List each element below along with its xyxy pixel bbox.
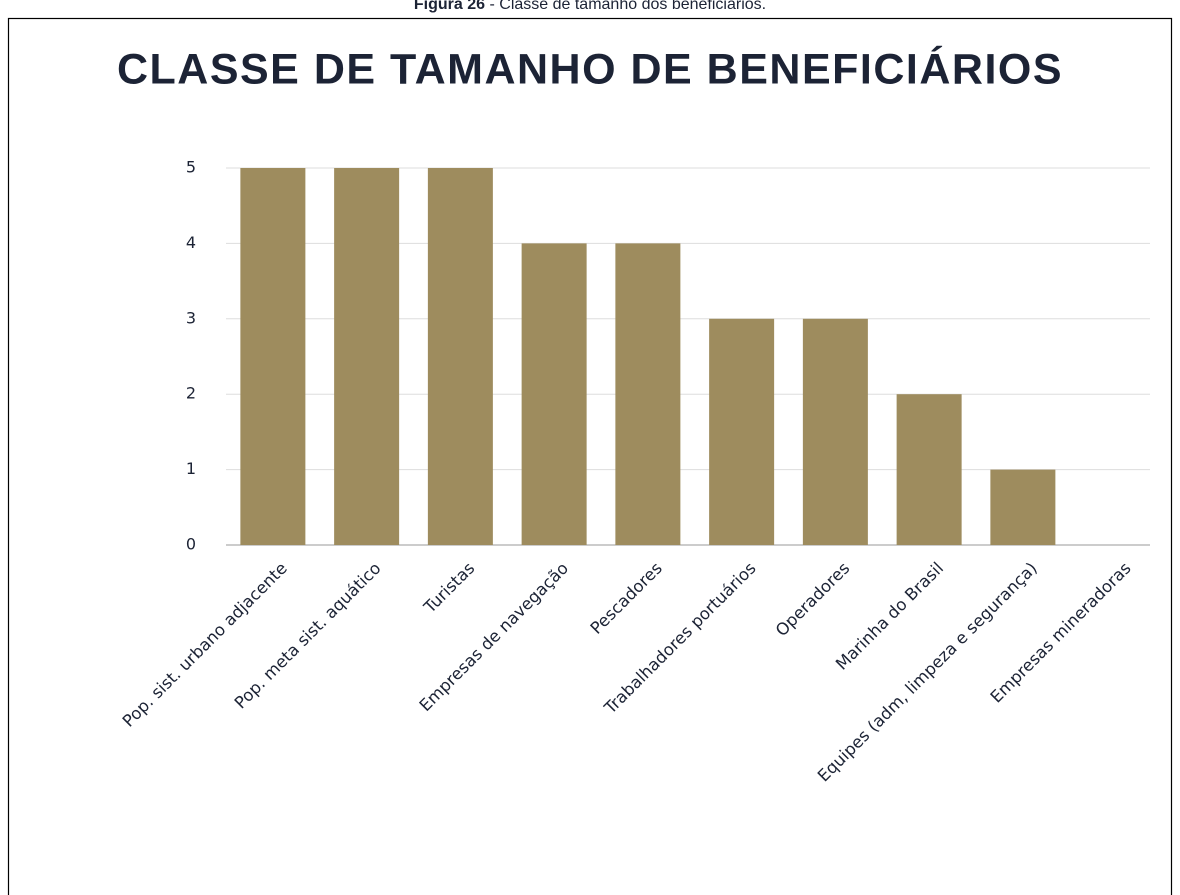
- chart-title: CLASSE DE TAMANHO DE BENEFICIÁRIOS: [117, 45, 1063, 93]
- bar: [802, 318, 868, 545]
- y-tick-label: 5: [186, 158, 196, 177]
- x-tick-label: Empresas de navegação: [416, 559, 572, 715]
- y-tick-label: 1: [186, 459, 196, 478]
- caption-label: Figura 26: [414, 0, 485, 13]
- x-tick-label: Pop. sist. urbano adjacente: [119, 559, 291, 731]
- frame: [7, 17, 1173, 895]
- bar: [709, 318, 775, 545]
- caption: Figura 26 - Classe de tamanho dos benefi…: [414, 0, 766, 13]
- x-tick-label: Pescadores: [587, 559, 666, 638]
- bar: [334, 168, 400, 545]
- bar: [896, 394, 962, 545]
- x-tick-label: Trabalhadores portuários: [600, 559, 760, 719]
- y-tick-label: 4: [186, 233, 196, 252]
- x-tick-label: Turistas: [420, 559, 479, 618]
- y-tick-label: 0: [186, 535, 196, 554]
- caption-text: - Classe de tamanho dos beneficiários.: [485, 0, 766, 13]
- bar: [240, 168, 306, 545]
- bar: [521, 243, 587, 545]
- bar: [615, 243, 681, 545]
- bar: [990, 469, 1056, 545]
- x-tick-label: Operadores: [772, 559, 853, 640]
- y-tick-label: 3: [186, 308, 196, 327]
- y-tick-label: 2: [186, 384, 196, 403]
- bar: [427, 168, 493, 545]
